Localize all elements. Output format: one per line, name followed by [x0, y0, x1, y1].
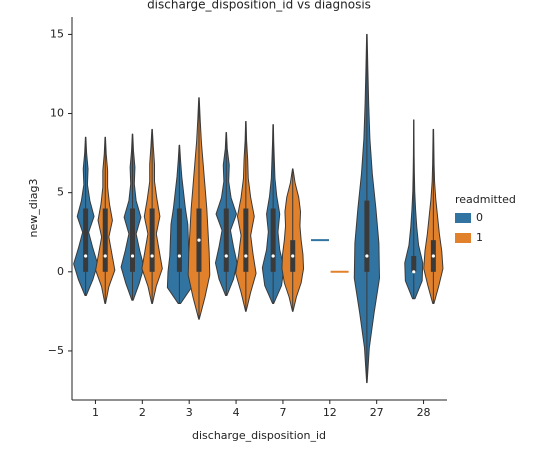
violin-box	[411, 255, 417, 272]
violin-box	[176, 208, 182, 272]
y-axis-label: new_diag3	[27, 179, 40, 238]
violin-median	[431, 254, 435, 258]
legend-swatch	[455, 233, 471, 243]
y-tick-label: 10	[50, 107, 64, 120]
violin-median	[103, 254, 107, 258]
violin-median	[224, 254, 228, 258]
violin-box	[130, 208, 136, 272]
y-tick-label: −5	[48, 344, 64, 357]
violin-box	[83, 208, 89, 272]
x-tick-label: 4	[233, 406, 240, 419]
violin-median	[271, 254, 275, 258]
violin-box	[270, 208, 276, 272]
x-tick-label: 28	[417, 406, 431, 419]
y-tick-label: 0	[57, 265, 64, 278]
x-axis-label: discharge_disposition_id	[192, 429, 326, 442]
violin-median	[150, 254, 154, 258]
legend-label: 0	[476, 211, 483, 224]
x-tick-label: 12	[323, 406, 337, 419]
x-tick-label: 27	[370, 406, 384, 419]
violin-box	[364, 200, 370, 272]
violin-box	[223, 208, 229, 272]
violin-median	[365, 254, 369, 258]
violin-box	[243, 208, 249, 272]
violin-median	[84, 254, 88, 258]
legend-label: 1	[476, 231, 483, 244]
x-tick-label: 3	[186, 406, 193, 419]
legend-swatch	[455, 213, 471, 223]
x-tick-label: 1	[92, 406, 99, 419]
violin-box	[102, 208, 108, 272]
x-tick-label: 7	[279, 406, 286, 419]
x-tick-label: 2	[139, 406, 146, 419]
legend-title: readmitted	[455, 193, 516, 206]
chart-title: discharge_disposition_id vs diagnosis	[147, 0, 371, 12]
violin-median	[291, 254, 295, 258]
y-tick-label: 5	[57, 186, 64, 199]
violin-median	[197, 238, 201, 242]
violin-median	[177, 254, 181, 258]
violin-box	[149, 208, 155, 272]
violin-median	[412, 270, 416, 274]
violin-median	[244, 254, 248, 258]
violin-median	[130, 254, 135, 258]
y-tick-label: 15	[50, 27, 64, 40]
